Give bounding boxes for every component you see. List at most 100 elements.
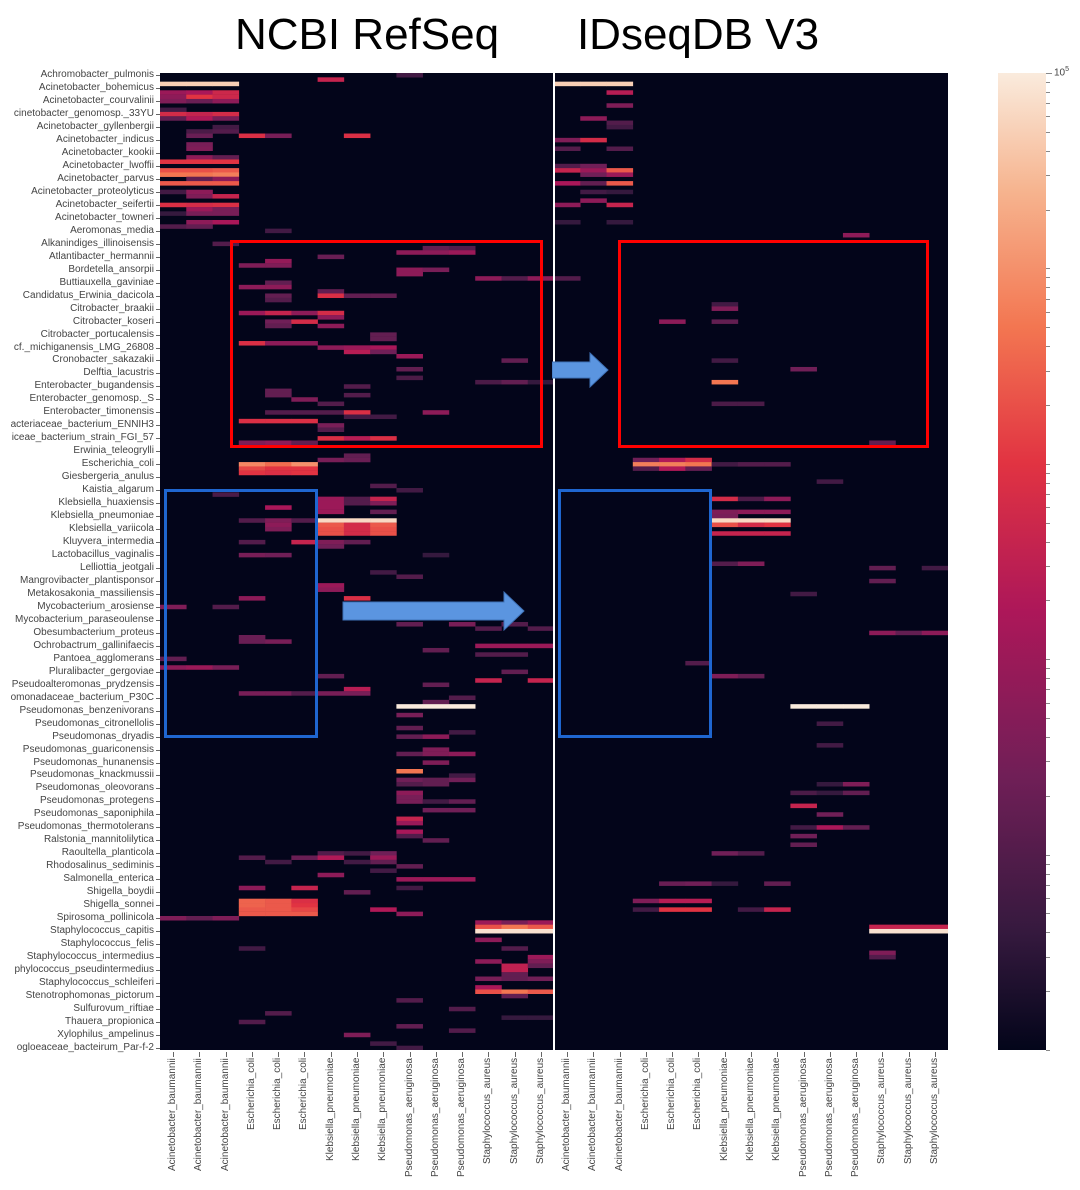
- heatmap-cell: [370, 522, 397, 528]
- heatmap-cell: [291, 691, 318, 696]
- heatmap-cell: [238, 310, 266, 316]
- heatmap-cell: [422, 410, 450, 415]
- heatmap-cell: [396, 354, 423, 359]
- heatmap-cell: [317, 293, 345, 298]
- colorbar-tick: [1046, 463, 1050, 465]
- heatmap-cell: [212, 492, 240, 497]
- heatmap-cell: [370, 500, 397, 506]
- heatmap-cell: [606, 168, 634, 173]
- heatmap-cell: [370, 531, 397, 536]
- heatmap-cell: [764, 462, 791, 467]
- heatmap-cell: [790, 591, 817, 597]
- heatmap-cell: [317, 401, 345, 407]
- heatmap-cell: [317, 500, 345, 506]
- heatmap-cell: [343, 686, 371, 692]
- row-label: Pseudomonas_protegens: [40, 795, 160, 807]
- heatmap-cell: [317, 323, 345, 329]
- heatmap-cell: [291, 341, 318, 346]
- heatmap-cell: [606, 219, 634, 225]
- heatmap-cell: [160, 116, 187, 121]
- heatmap-cell: [212, 604, 240, 610]
- heatmap-cell: [396, 250, 423, 255]
- heatmap-cell: [212, 665, 240, 670]
- heatmap-cell: [186, 98, 213, 104]
- row-label: Klebsiella_pneumoniae: [50, 510, 161, 522]
- heatmap-cell: [869, 565, 896, 571]
- heatmap-cell: [422, 807, 450, 813]
- heatmap-cell: [448, 807, 476, 813]
- heatmap-cell: [317, 673, 345, 679]
- heatmap-cell: [186, 94, 213, 100]
- colorbar-tick: [1046, 897, 1050, 899]
- heatmap-cell: [422, 245, 450, 251]
- heatmap-cell: [317, 855, 345, 860]
- heatmap-cell: [396, 816, 423, 822]
- colorbar-tick: [1046, 854, 1050, 856]
- heatmap-cell: [317, 77, 345, 82]
- heatmap-cell: [711, 851, 739, 856]
- column-label: Staphylococcus_aureus: [534, 1058, 546, 1165]
- colorbar-tick: [1046, 327, 1050, 329]
- heatmap-cell: [212, 241, 240, 247]
- heatmap-cell: [370, 509, 397, 515]
- heatmap-cell: [238, 263, 266, 268]
- row-label: Pseudomonas_thermotolerans: [17, 821, 161, 833]
- row-label: Candidatus_Erwinia_dacicola: [22, 289, 161, 301]
- column-tick: [304, 1052, 306, 1057]
- heatmap-cell: [186, 159, 213, 164]
- heatmap-cell: [160, 159, 187, 164]
- colorbar-tick: [1046, 277, 1050, 279]
- column-label: Staphylococcus_aureus: [928, 1058, 940, 1165]
- heatmap-cell: [737, 673, 765, 679]
- heatmap-cell: [396, 829, 423, 835]
- column-tick: [934, 1052, 936, 1057]
- heatmap-cell: [160, 81, 187, 87]
- column-label: Staphylococcus_aureus: [508, 1058, 520, 1165]
- heatmap-cell: [475, 937, 502, 943]
- heatmap-cell: [186, 211, 213, 216]
- heatmap-cell: [291, 898, 318, 904]
- column-label: Pseudomonas_aeruginosa: [823, 1058, 835, 1177]
- heatmap-cell: [580, 137, 607, 143]
- heatmap-cell: [448, 245, 476, 251]
- heatmap-cell: [186, 915, 213, 921]
- heatmap-cell: [921, 928, 948, 934]
- heatmap-cell: [265, 518, 292, 523]
- row-label: Xylophilus_ampelinus: [57, 1028, 160, 1040]
- heatmap-cell: [606, 172, 634, 177]
- heatmap-cell: [816, 704, 844, 709]
- colorbar-tick: [1046, 863, 1050, 865]
- heatmap-cell: [238, 885, 266, 891]
- heatmap-cell: [212, 94, 240, 100]
- row-label: Erwinia_teleogrylli: [73, 445, 160, 457]
- column-label: Klebsiella_pneumoniae: [324, 1058, 336, 1162]
- heatmap-cell: [632, 466, 660, 471]
- heatmap-cell: [212, 181, 240, 186]
- heatmap-cell: [370, 483, 397, 489]
- heatmap-cell: [265, 639, 292, 644]
- heatmap-cell: [265, 505, 292, 510]
- heatmap-cell: [160, 224, 187, 229]
- heatmap-cell: [186, 111, 213, 117]
- heatmap-cell: [238, 907, 266, 912]
- heatmap-cell: [265, 440, 292, 445]
- heatmap-cell: [265, 903, 292, 908]
- row-label: Thauera_propionica: [65, 1015, 160, 1027]
- heatmap-cell: [422, 838, 450, 843]
- heatmap-cell: [370, 414, 397, 420]
- heatmap-cell: [317, 457, 345, 463]
- heatmap-cell: [160, 98, 187, 104]
- heatmap-cell: [396, 777, 423, 783]
- heatmap-cell: [764, 509, 791, 515]
- column-tick: [882, 1052, 884, 1057]
- colorbar-tick: [1046, 702, 1050, 704]
- heatmap-cell: [343, 596, 371, 601]
- heatmap-cell: [370, 293, 397, 298]
- heatmap-cell: [737, 531, 765, 536]
- heatmap-cell: [527, 928, 555, 934]
- colorbar-tick: [1046, 103, 1050, 105]
- heatmap-cell: [764, 522, 791, 528]
- heatmap-cell: [343, 384, 371, 389]
- heatmap-cell: [554, 137, 581, 143]
- heatmap-cell: [711, 319, 739, 324]
